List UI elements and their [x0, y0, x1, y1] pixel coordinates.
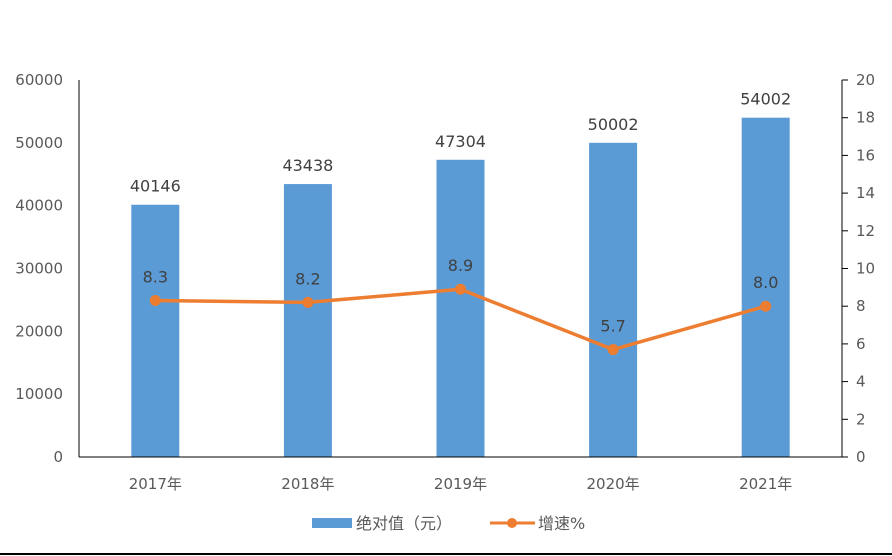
bar-series — [131, 117, 790, 457]
bar-value-label: 43438 — [282, 156, 333, 175]
category-labels: 2017年 2018年 2019年 2020年 2021年 — [129, 475, 793, 493]
category-label: 2019年 — [434, 475, 487, 493]
legend-bar-label: 绝对值（元） — [356, 514, 452, 533]
left-tick-label: 60000 — [15, 71, 63, 89]
line-marker — [149, 295, 161, 307]
right-tick-label: 8 — [856, 297, 866, 315]
line-data-labels: 8.3 8.2 8.9 5.7 8.0 — [143, 256, 779, 335]
left-axis-ticks: 0 10000 20000 30000 40000 50000 60000 — [15, 71, 63, 466]
bar-value-label: 40146 — [130, 177, 181, 196]
bar — [741, 117, 790, 457]
line-value-label: 8.0 — [753, 273, 778, 292]
legend: 绝对值（元） 增速% — [312, 514, 585, 533]
legend-line-marker — [507, 518, 517, 528]
line-value-label: 8.3 — [143, 268, 168, 287]
right-tick-label: 16 — [856, 146, 875, 164]
bar-value-label: 50002 — [588, 115, 639, 134]
category-label: 2017年 — [129, 475, 182, 493]
left-tick-label: 40000 — [15, 197, 63, 215]
left-tick-label: 0 — [53, 448, 63, 466]
right-tick-label: 10 — [856, 260, 875, 278]
legend-line-label: 增速% — [538, 514, 585, 533]
category-label: 2021年 — [739, 475, 792, 493]
right-tick-label: 12 — [856, 222, 875, 240]
right-tick-label: 14 — [856, 184, 875, 202]
bar-data-labels: 40146 43438 47304 50002 54002 — [130, 90, 791, 196]
left-tick-label: 30000 — [15, 260, 63, 278]
bar — [589, 142, 638, 457]
right-tick-label: 20 — [856, 71, 875, 89]
line-marker — [760, 300, 772, 312]
right-tick-label: 4 — [856, 373, 866, 391]
line-marker — [455, 283, 466, 295]
line-value-label: 8.9 — [448, 256, 473, 275]
axes — [78, 80, 843, 458]
line-series — [149, 283, 772, 356]
right-tick-label: 0 — [856, 448, 866, 466]
left-tick-label: 10000 — [15, 385, 63, 403]
left-tick-label: 20000 — [15, 322, 63, 340]
line-value-label: 8.2 — [295, 269, 320, 288]
line-value-label: 5.7 — [600, 317, 625, 336]
category-label: 2018年 — [281, 475, 334, 493]
bar — [131, 204, 180, 457]
line-marker — [302, 296, 314, 308]
right-tick-label: 6 — [856, 335, 866, 353]
line-marker — [607, 344, 619, 356]
bar — [283, 184, 332, 457]
right-axis-ticks: 0 2 4 6 8 10 12 14 16 18 20 — [842, 71, 875, 466]
bar-value-label: 47304 — [435, 132, 486, 151]
right-tick-label: 18 — [856, 109, 875, 127]
category-label: 2020年 — [587, 475, 640, 493]
bar — [436, 159, 485, 457]
left-tick-label: 50000 — [15, 134, 63, 152]
right-tick-label: 2 — [856, 410, 866, 428]
legend-bar-swatch — [312, 518, 352, 528]
bar-value-label: 54002 — [740, 90, 791, 109]
